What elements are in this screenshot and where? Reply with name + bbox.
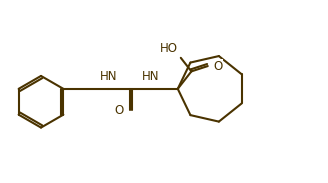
Text: HO: HO — [160, 42, 178, 55]
Text: O: O — [115, 104, 124, 117]
Text: O: O — [214, 60, 223, 73]
Text: HN: HN — [100, 70, 117, 83]
Text: HN: HN — [142, 70, 160, 83]
